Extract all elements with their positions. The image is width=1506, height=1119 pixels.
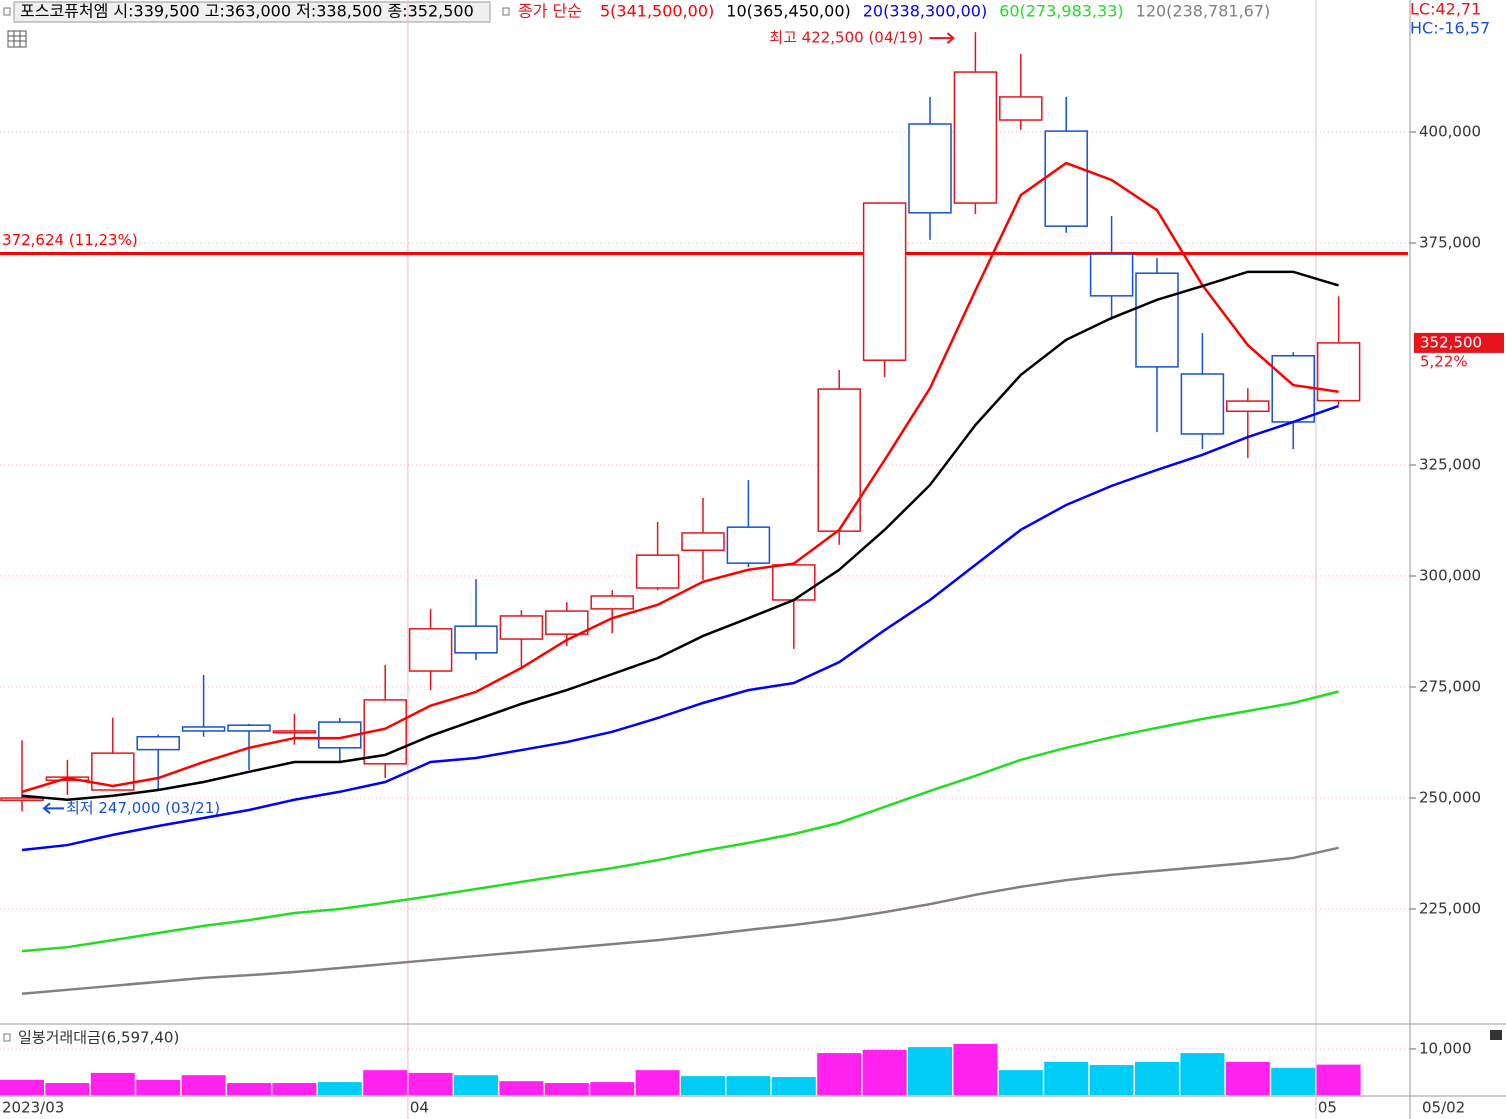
last-price-box [1414,332,1504,353]
volume-bar [635,1070,680,1095]
x-tick-label: 2023/03 [2,1099,64,1117]
candle-body [499,615,544,640]
volume-bar [817,1053,862,1095]
legend-entry: 5(341,500,00) [600,2,714,21]
moving-average [21,846,1339,996]
y-tick-label: 275,000 [1419,678,1481,696]
header-box [13,1,491,23]
legend-entry: 60(273,983,33) [999,2,1123,21]
volume-bar [90,1072,135,1095]
y-tick-label: 325,000 [1419,456,1481,474]
hc-label: HC:-16,57 [1410,19,1490,38]
volume-bar [0,1079,44,1095]
moving-average [21,270,1339,802]
volume-bar [181,1075,226,1095]
high-annotation: 최고 422,500 (04/19) [769,29,923,47]
candle-body [181,726,226,732]
candle-body [953,71,998,204]
volume-bar [363,1070,408,1095]
legend-entry: 120(238,781,67) [1136,2,1271,21]
stock-header: 포스코퓨처엠 시:339,500 고:363,000 저:338,500 종:3… [20,2,474,21]
volume-bar [408,1072,453,1095]
volume-bar [544,1083,589,1095]
annotation-arrow [42,802,64,815]
candle-body [1316,342,1361,402]
candle-body [635,554,680,589]
moving-average [21,690,1339,953]
candle-body [817,388,861,532]
annotation-arrow [929,32,955,44]
volume-bar [227,1083,271,1095]
candle-body [1089,253,1134,297]
y-tick-label: 250,000 [1419,789,1481,807]
last-price-change: 5,22% [1420,352,1468,370]
legend-entry: 20(338,300,00) [863,2,987,21]
x-tick-label: 05 [1318,1099,1337,1117]
volume-bar [771,1077,816,1095]
y-tick-label: 400,000 [1419,123,1481,141]
candle-body [454,625,498,654]
candle-body [0,797,44,801]
candle-body [590,595,634,610]
volume-bar [726,1076,771,1095]
candle-body [726,526,771,564]
candle-body [1135,272,1179,368]
volume-bar [1089,1065,1134,1095]
header-icon [3,7,11,16]
y-tick-label: 300,000 [1419,567,1481,585]
volume-bar [317,1082,362,1095]
volume-bar [862,1049,907,1095]
volume-bar [499,1081,544,1095]
candle-body [1271,355,1315,423]
candle-body [545,610,589,635]
volume-bar [590,1082,635,1095]
candle-body [1226,400,1270,413]
legend-entry: 10(365,450,00) [726,2,850,21]
low-annotation: 최저 247,000 (03/21) [66,799,220,817]
candle-body [681,532,725,552]
candle-body [272,730,317,734]
x-last-date: 05/02 [1422,1099,1465,1117]
candle-body [1180,373,1225,435]
price-line-label: 372,624 (11,23%) [2,231,138,249]
candle-body [1044,130,1088,227]
volume-bar [1180,1053,1225,1095]
moving-average [21,404,1340,852]
moving-average [21,161,1339,793]
volume-bar [681,1076,725,1095]
volume-bar [908,1047,952,1095]
lc-label: LC:42,71 [1410,0,1481,19]
pane-close[interactable] [1490,1030,1502,1040]
toolbar-icon-grid [8,31,26,47]
y-tick-label: 10,000 [1419,1039,1472,1057]
volume-bar [1044,1061,1089,1095]
volume-bar [1135,1061,1179,1095]
volume-title: 일봉거래대금(6,597,40) [18,1029,179,1047]
candle-body [999,96,1043,121]
last-price-label: 352,500 [1420,333,1482,351]
candle-body [862,202,907,361]
volume-bar [454,1075,498,1095]
candle-body [908,123,952,214]
volume-bar [272,1083,317,1095]
volume-bar [1316,1064,1361,1095]
y-tick-label: 375,000 [1419,234,1481,252]
candle-body [772,564,816,601]
pane-icon [3,1033,11,1042]
candle-body [136,735,180,751]
toolbar-icon[interactable] [7,30,27,48]
ma-title: 종가 단순 [518,2,582,21]
volume-bar [1225,1061,1270,1095]
candle-body [227,724,271,732]
volume-bar [136,1079,181,1095]
header-icon [502,7,510,16]
volume-bar [998,1070,1043,1095]
volume-bar [953,1043,998,1095]
x-tick-label: 04 [410,1099,429,1117]
volume-bar [1271,1067,1316,1095]
volume-bar [45,1083,90,1095]
y-tick-label: 225,000 [1419,900,1481,918]
candle-body [408,628,453,672]
